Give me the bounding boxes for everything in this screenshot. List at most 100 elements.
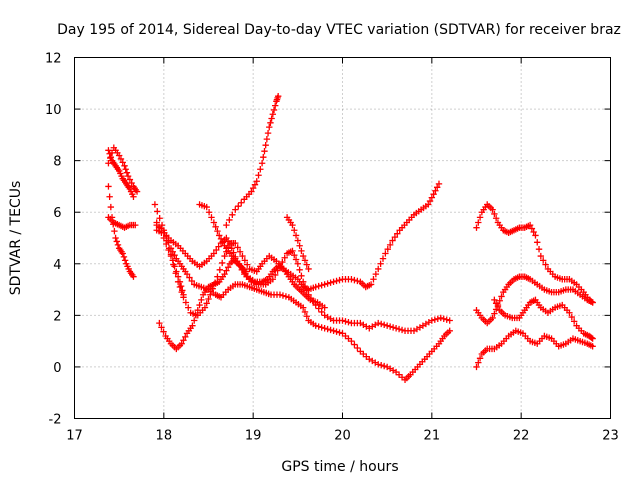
data-point [236, 248, 244, 255]
data-point [426, 197, 434, 205]
data-point [540, 257, 547, 264]
data-point [292, 256, 300, 263]
data-point [428, 317, 436, 324]
data-point [214, 273, 221, 280]
data-point [260, 154, 267, 161]
data-point [214, 227, 221, 235]
data-point [216, 266, 224, 274]
x-tick-label: 21 [424, 429, 441, 444]
data-point [370, 276, 377, 283]
data-point [375, 265, 382, 273]
y-tick-label: 8 [53, 155, 61, 170]
series-early-b [105, 144, 141, 195]
data-point [446, 317, 453, 324]
x-tick-label: 20 [334, 429, 351, 444]
data-point [121, 162, 128, 169]
x-axis-label: GPS time / hours [281, 459, 398, 475]
data-point [121, 257, 129, 264]
data-point [312, 283, 319, 291]
chart-title: Day 195 of 2014, Sidereal Day-to-day VTE… [57, 22, 621, 38]
data-point [132, 221, 139, 229]
data-point [234, 244, 241, 251]
data-point [333, 328, 340, 335]
data-point [435, 180, 443, 188]
data-point [339, 317, 346, 324]
data-point [386, 323, 394, 330]
data-point [491, 210, 498, 218]
data-point [215, 243, 222, 250]
data-point [203, 300, 210, 307]
data-point [375, 361, 382, 368]
data-point [272, 102, 279, 109]
data-point [299, 278, 307, 286]
data-point [228, 245, 235, 252]
data-point [238, 199, 245, 206]
data-point [266, 123, 273, 131]
data-point [124, 172, 132, 180]
x-tick-label: 19 [245, 429, 262, 444]
data-point [112, 234, 119, 242]
data-point [530, 228, 537, 236]
data-point [440, 315, 447, 322]
data-point [384, 245, 391, 253]
data-point [351, 341, 358, 348]
data-point [196, 301, 203, 309]
data-point [229, 211, 236, 218]
grid [74, 57, 611, 419]
data-point [535, 245, 543, 253]
data-point [432, 187, 439, 194]
series-early-d [105, 214, 139, 231]
data-point [305, 265, 312, 273]
data-point [398, 326, 406, 334]
data-point [126, 176, 134, 183]
data-point [114, 241, 122, 249]
data-point [269, 111, 277, 118]
y-tick-label: 10 [45, 103, 62, 118]
data-point [380, 362, 388, 370]
data-point [105, 147, 112, 154]
data-point [296, 266, 303, 274]
data-point [492, 215, 500, 222]
data-point [212, 223, 219, 231]
data-point [270, 106, 278, 114]
data-point [294, 237, 302, 244]
data-point [151, 201, 159, 208]
data-point [221, 270, 228, 278]
data-point [312, 322, 319, 329]
data-point [248, 188, 255, 195]
data-point [182, 333, 189, 341]
data-point [291, 227, 298, 234]
series-s7 [223, 92, 282, 229]
data-point [279, 258, 286, 266]
data-point [534, 239, 541, 246]
data-point [570, 318, 578, 325]
data-point [163, 237, 171, 244]
data-point [330, 278, 337, 286]
data-point [203, 203, 210, 211]
data-point [205, 295, 212, 303]
data-point [192, 312, 200, 319]
data-point [380, 321, 388, 329]
data-point [375, 319, 382, 327]
data-point [392, 325, 400, 332]
data-point [208, 214, 215, 221]
data-point [446, 327, 453, 335]
data-point [382, 250, 389, 257]
data-point [154, 208, 161, 215]
data-point [324, 325, 331, 333]
data-point [389, 324, 397, 331]
data-point [303, 313, 310, 320]
data-point [167, 251, 175, 258]
data-point [108, 149, 116, 157]
data-point [315, 323, 322, 330]
data-point [213, 246, 220, 254]
data-point [378, 362, 385, 369]
data-point [133, 188, 141, 195]
data-point [291, 251, 298, 259]
data-point [566, 309, 573, 316]
data-point [327, 326, 334, 334]
data-point [232, 206, 239, 213]
data-point [261, 147, 268, 155]
data-point [223, 234, 230, 242]
data-point [267, 119, 274, 127]
